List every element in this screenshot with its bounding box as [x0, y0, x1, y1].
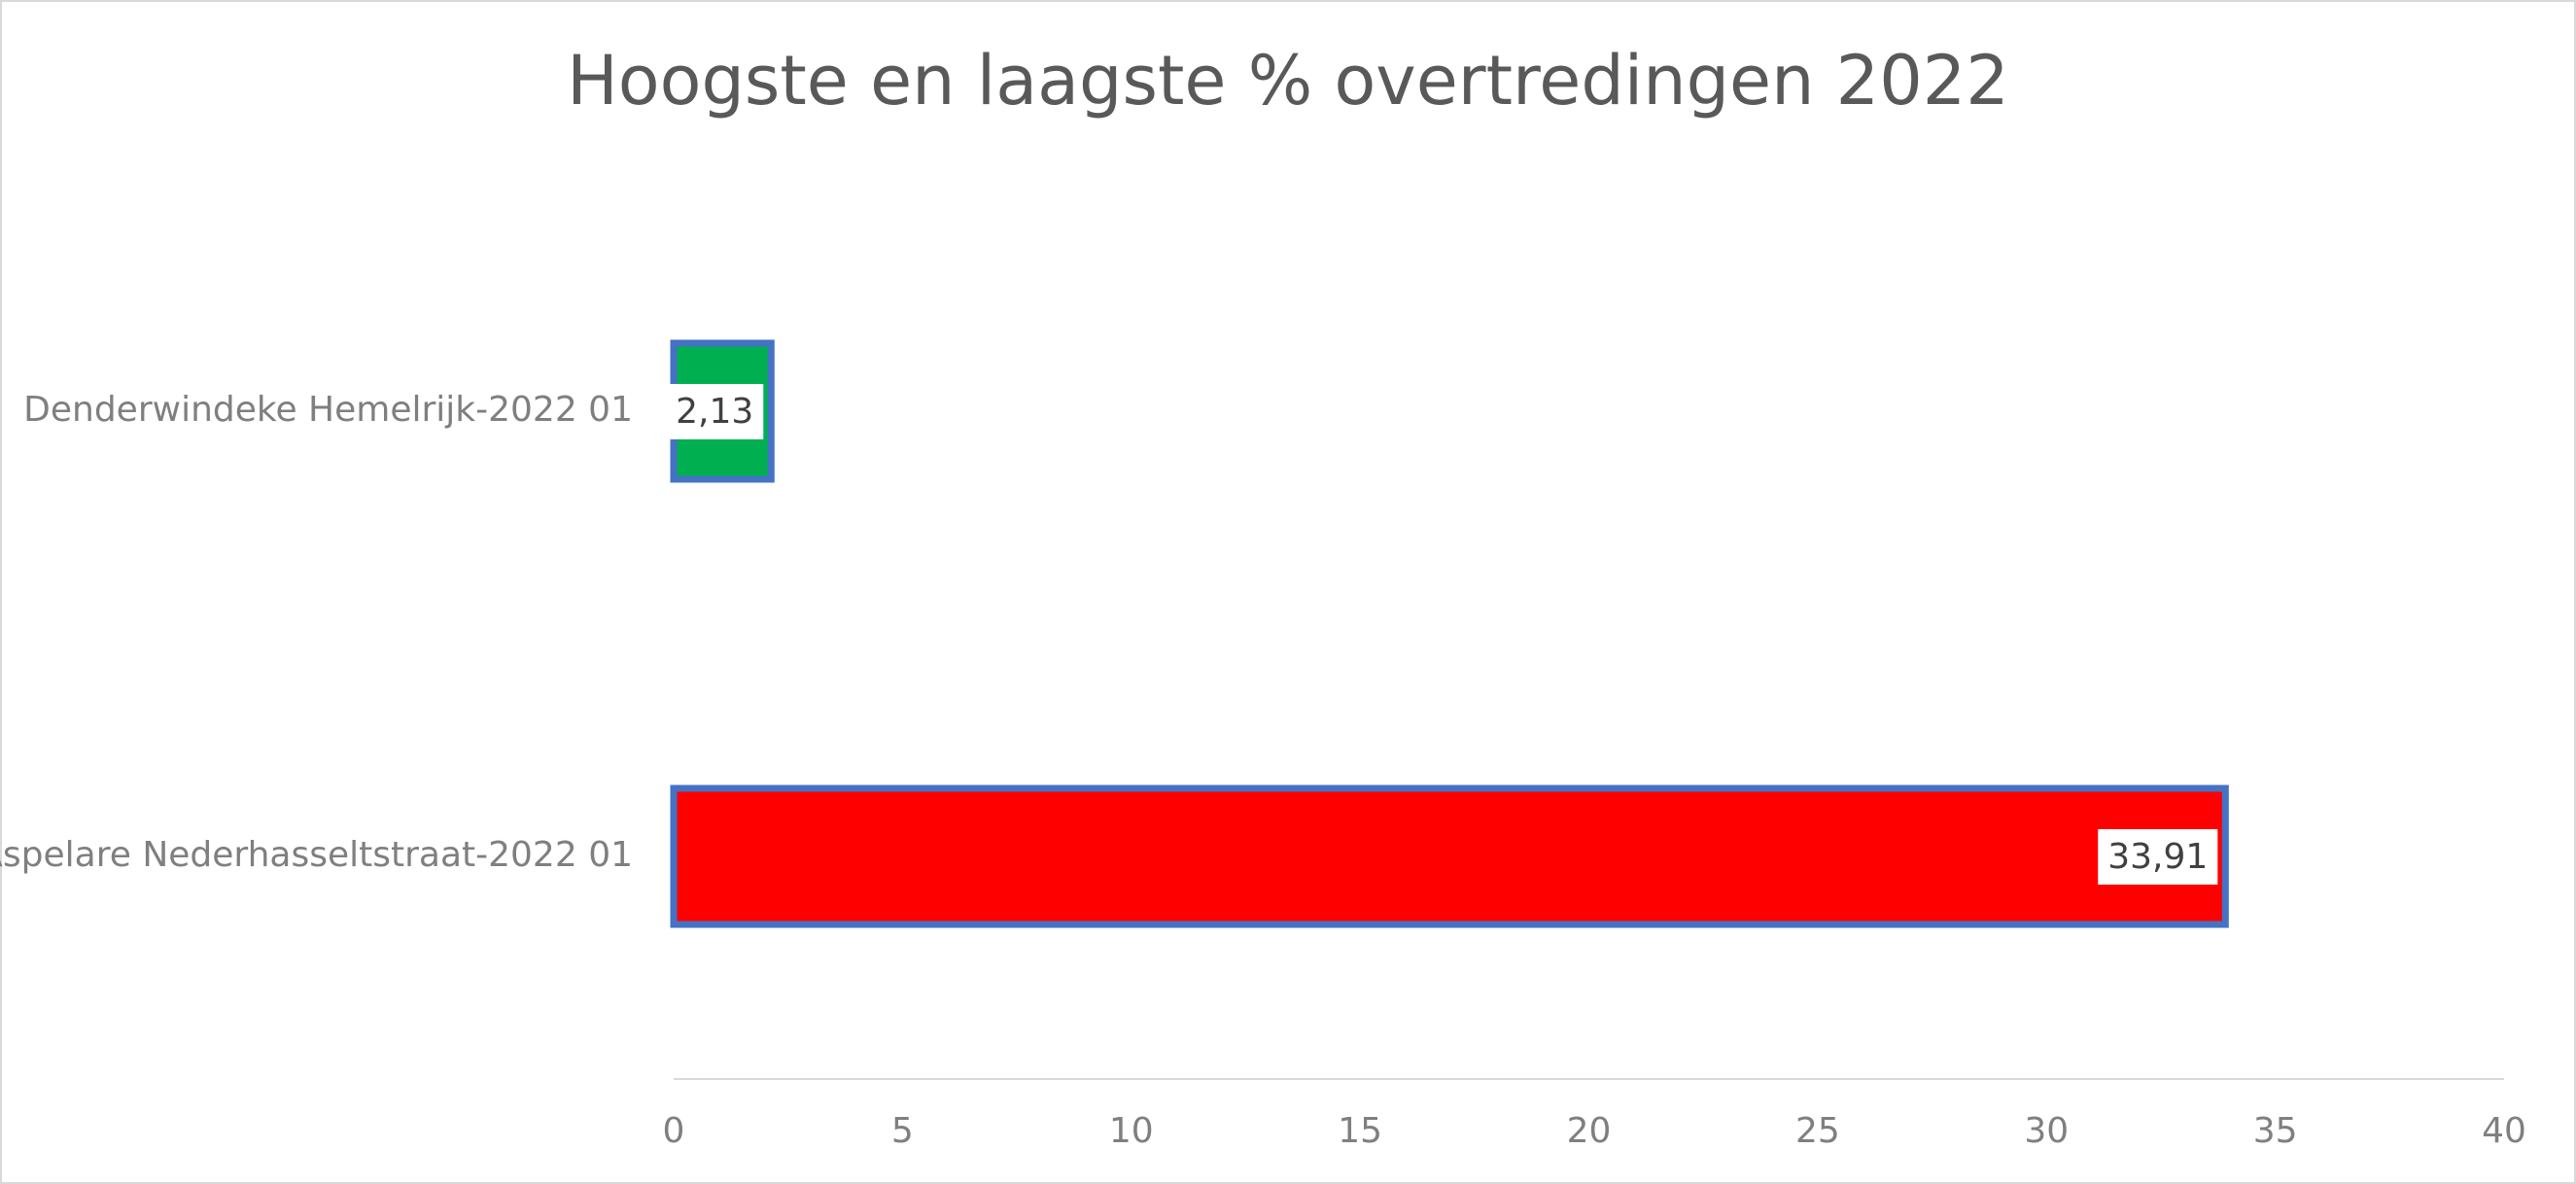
value-label-bg — [666, 384, 764, 439]
x-tick-label: 40 — [2482, 1111, 2526, 1151]
x-tick-label: 15 — [1338, 1111, 1382, 1151]
bar — [670, 784, 2229, 928]
chart-title: Hoogste en laagste % overtredingen 2022 — [567, 41, 2009, 121]
y-tick-label: Aspelare Nederhasseltstraat-2022 01 — [0, 835, 633, 875]
value-label-bg — [2098, 829, 2218, 885]
x-tick-label: 25 — [1795, 1111, 1840, 1151]
x-tick-label: 30 — [2024, 1111, 2069, 1151]
x-tick-label: 20 — [1567, 1111, 1612, 1151]
value-label: 33,91 — [2107, 837, 2208, 877]
x-tick-label: 35 — [2253, 1111, 2298, 1151]
x-tick-label: 5 — [891, 1111, 914, 1151]
x-tick-label: 0 — [663, 1111, 685, 1151]
y-tick-label: Denderwindeke Hemelrijk-2022 01 — [23, 390, 633, 430]
value-label: 2,13 — [676, 392, 753, 432]
x-tick-label: 10 — [1109, 1111, 1154, 1151]
